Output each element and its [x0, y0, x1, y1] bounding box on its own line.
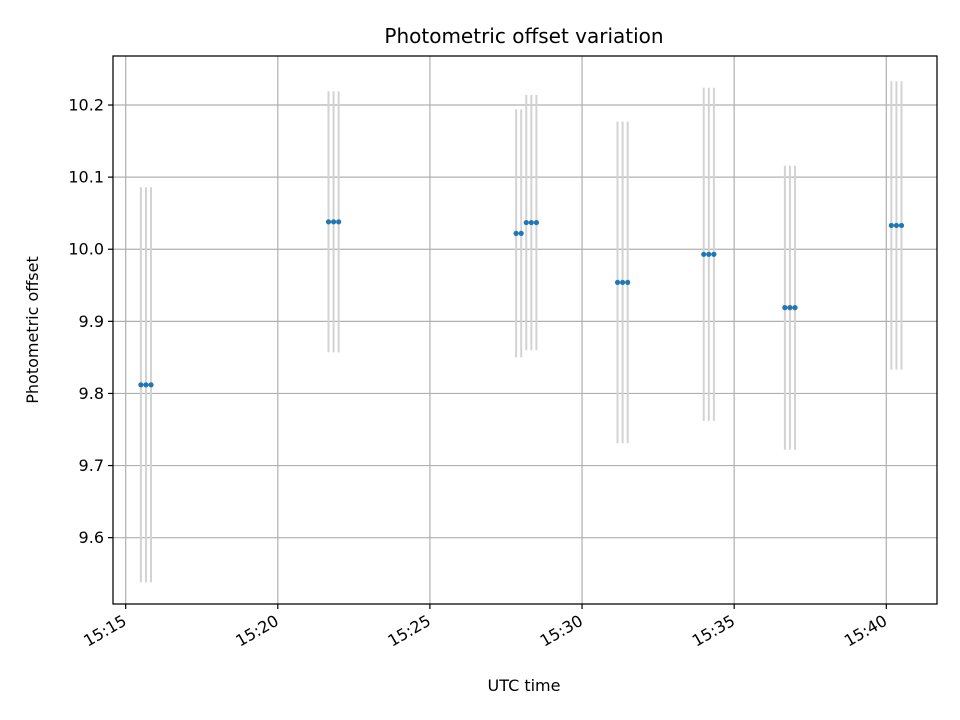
- data-point: [701, 251, 707, 257]
- data-point: [138, 382, 144, 388]
- y-axis-ticks: 9.6 9.7 9.8 9.9 10.0 10.1 10.2: [68, 96, 113, 547]
- y-tick-label: 10.1: [68, 168, 104, 187]
- x-tick-label: 15:30: [537, 611, 586, 651]
- data-point: [620, 279, 626, 286]
- data-point: [148, 382, 154, 388]
- y-tick-label: 9.7: [79, 456, 104, 475]
- y-tick-label: 9.6: [79, 528, 104, 547]
- error-bars: [139, 81, 903, 583]
- data-point: [787, 305, 793, 311]
- data-points: [138, 219, 905, 388]
- x-tick-label: 15:20: [232, 611, 281, 651]
- x-tick-label: 15:15: [80, 611, 129, 651]
- y-tick-label: 10.0: [68, 240, 104, 259]
- y-tick-label: 10.2: [68, 96, 104, 115]
- grid: [113, 56, 937, 604]
- x-axis-ticks: 15:15 15:20 15:25 15:30 15:35 15:40: [80, 604, 890, 651]
- data-point: [898, 222, 905, 229]
- data-point: [888, 222, 894, 229]
- data-point: [893, 222, 900, 229]
- y-tick-label: 9.9: [79, 312, 104, 331]
- data-point: [792, 305, 798, 311]
- data-point: [782, 305, 788, 311]
- chart-title: Photometric offset variation: [384, 24, 663, 48]
- x-tick-label: 15:35: [689, 611, 738, 651]
- data-point: [336, 219, 342, 225]
- plot-frame: [112, 55, 938, 605]
- data-point: [533, 219, 540, 226]
- x-tick-label: 15:40: [841, 611, 890, 651]
- data-point: [518, 230, 524, 236]
- x-axis-label: UTC time: [488, 676, 561, 695]
- data-point: [625, 279, 631, 286]
- data-point: [330, 219, 337, 225]
- data-point: [513, 230, 519, 236]
- data-point: [143, 382, 149, 388]
- y-axis-label: Photometric offset: [23, 256, 42, 404]
- data-point: [528, 219, 534, 226]
- data-point: [706, 251, 712, 257]
- data-point: [711, 251, 717, 257]
- data-point: [614, 279, 621, 286]
- data-point: [325, 219, 332, 225]
- y-tick-label: 9.8: [79, 384, 104, 403]
- data-point: [523, 219, 529, 226]
- x-tick-label: 15:25: [384, 611, 433, 651]
